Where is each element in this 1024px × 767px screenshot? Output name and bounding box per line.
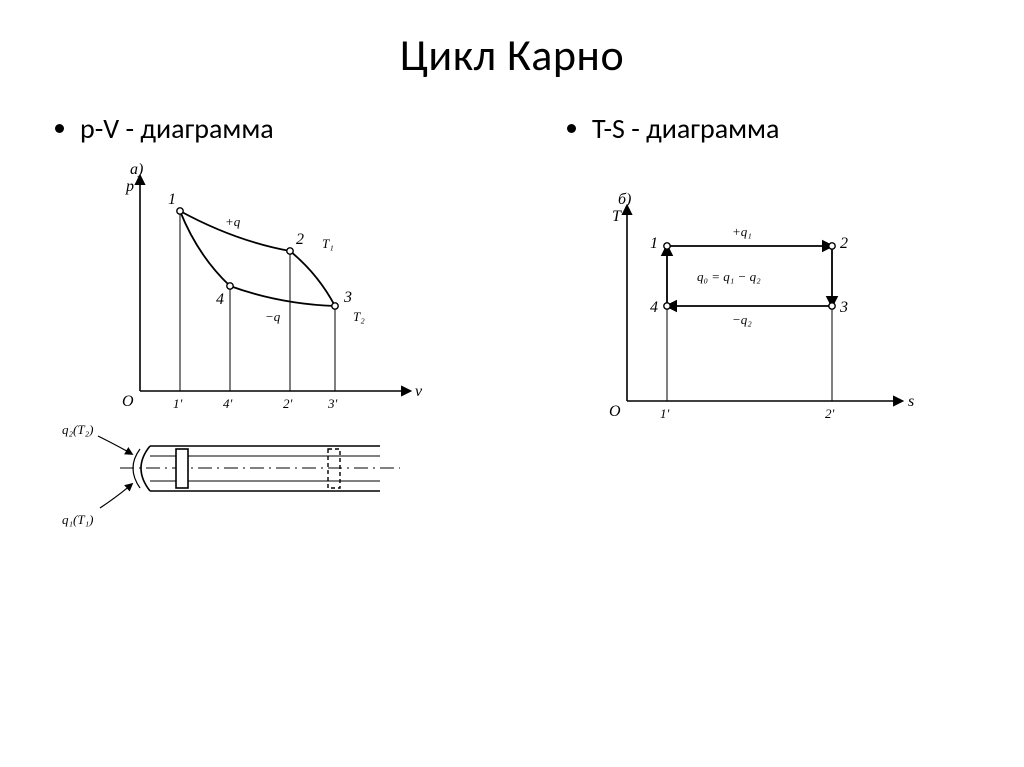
svg-text:2': 2' xyxy=(825,406,835,421)
ts-foot-labels: 1' 2' xyxy=(660,406,835,421)
svg-text:2: 2 xyxy=(296,231,304,248)
left-column: p-V - диаграмма а) p xyxy=(0,112,512,536)
right-bullet: T-S - диаграмма xyxy=(592,112,994,146)
svg-text:4: 4 xyxy=(650,299,658,316)
pv-origin-label: O xyxy=(122,393,134,410)
svg-text:2': 2' xyxy=(283,396,293,411)
pv-axes: p v O xyxy=(122,176,423,410)
svg-text:3: 3 xyxy=(343,289,352,306)
svg-text:4': 4' xyxy=(223,396,233,411)
piston-heat-labels: q₂(T₂) q₁(T₁) xyxy=(62,422,132,527)
pv-x-label: v xyxy=(415,383,423,400)
q2-label: q₂(T₂) xyxy=(62,422,93,437)
svg-text:1': 1' xyxy=(173,396,183,411)
pv-diagram-wrap: а) p v O xyxy=(60,156,482,536)
columns: p-V - диаграмма а) p xyxy=(0,112,1024,536)
right-bullets: T-S - диаграмма xyxy=(572,112,994,146)
pv-corner-label: а) xyxy=(130,161,143,178)
ts-diagram: б) T s O xyxy=(572,186,972,486)
pv-foot-labels: 1' 4' 2' 3' xyxy=(173,396,338,411)
ts-corner-label: б) xyxy=(618,191,631,208)
ts-diagram-wrap: б) T s O xyxy=(572,186,994,486)
ts-top-label: +q₁ xyxy=(732,224,752,239)
pv-minus-q: −q xyxy=(265,309,281,324)
svg-text:1: 1 xyxy=(168,191,176,208)
svg-text:1: 1 xyxy=(650,235,658,252)
ts-x-label: s xyxy=(908,393,914,410)
pv-cycle xyxy=(180,211,335,306)
page-title: Цикл Карно xyxy=(0,0,1024,82)
pv-y-label: p xyxy=(125,178,134,195)
ts-origin-label: O xyxy=(609,403,621,420)
ts-bottom-label: −q₂ xyxy=(732,312,752,327)
q1-label: q₁(T₁) xyxy=(62,512,93,527)
pv-plus-q: +q xyxy=(225,214,241,229)
svg-text:2: 2 xyxy=(840,235,848,252)
svg-text:4: 4 xyxy=(216,291,224,308)
ts-edge-labels: +q₁ q₀ = q₁ − q₂ −q₂ xyxy=(697,224,761,327)
left-bullet: p-V - диаграмма xyxy=(80,112,482,146)
svg-text:1': 1' xyxy=(660,406,670,421)
pv-diagram: а) p v O xyxy=(60,156,490,536)
slide: Цикл Карно p-V - диаграмма а) xyxy=(0,0,1024,767)
left-bullets: p-V - диаграмма xyxy=(60,112,482,146)
svg-text:3': 3' xyxy=(327,396,338,411)
ts-mid-label: q₀ = q₁ − q₂ xyxy=(697,269,761,284)
ts-y-label: T xyxy=(612,208,622,225)
pv-droplines xyxy=(180,211,335,391)
right-column: T-S - диаграмма б) T xyxy=(512,112,1024,536)
pv-T1: T₁ xyxy=(322,236,334,251)
svg-text:3: 3 xyxy=(839,299,848,316)
pv-T2: T₂ xyxy=(353,309,365,324)
piston-schematic xyxy=(120,446,400,491)
